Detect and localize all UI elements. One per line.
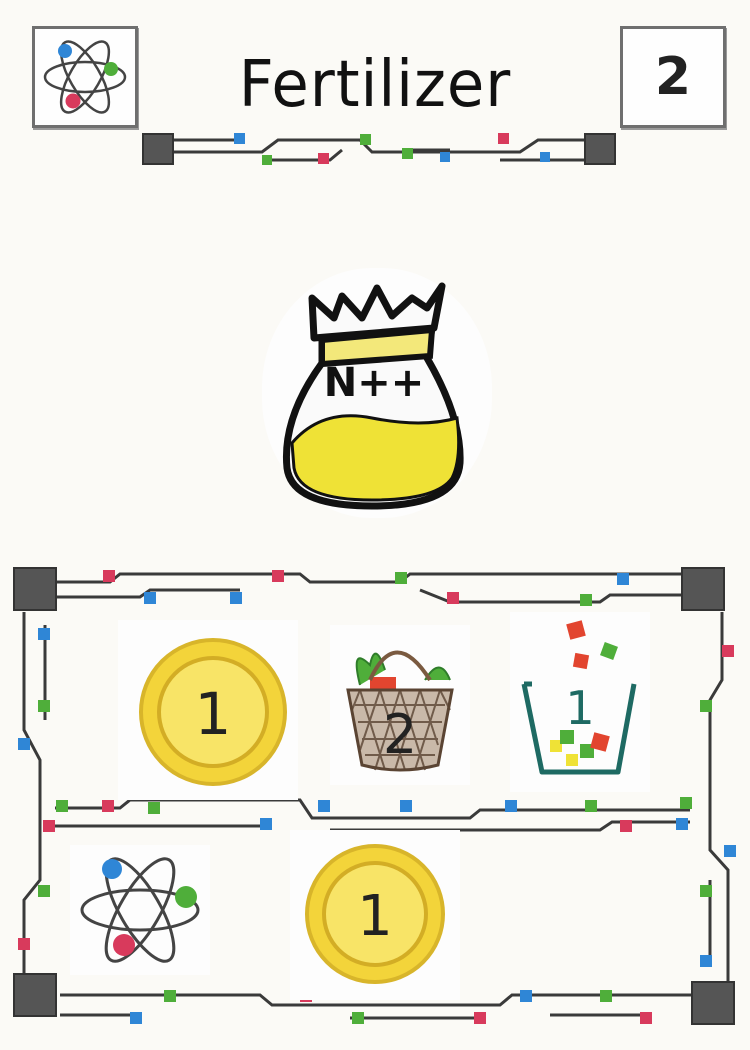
- effect-basket: 2: [330, 625, 470, 785]
- effect-coin: 1: [118, 620, 298, 800]
- circuit-node: [584, 133, 616, 165]
- atom-icon: [43, 40, 127, 114]
- illustration-area: N++: [262, 268, 492, 518]
- waste-value: 1: [565, 681, 594, 735]
- top-circuit-trace: [142, 133, 616, 165]
- atom-icon: [80, 857, 200, 963]
- waste-bin-icon: 1: [521, 620, 637, 775]
- effect-atom: [70, 845, 210, 975]
- coin-value: 1: [357, 884, 393, 949]
- card-title: Fertilizer: [238, 48, 512, 122]
- effect-coin-2: 1: [290, 830, 460, 1000]
- coin-icon: 1: [305, 844, 445, 984]
- coin-value: 1: [195, 680, 232, 748]
- coin-icon: 1: [139, 638, 287, 786]
- circuit-node: [142, 133, 174, 165]
- effect-waste-bin: 1: [510, 612, 650, 792]
- basket-value: 2: [383, 703, 417, 766]
- cost-value: 2: [654, 47, 692, 107]
- bag-label: N++: [324, 360, 425, 406]
- type-icon-box: [32, 26, 138, 128]
- cost-box: 2: [620, 26, 726, 128]
- basket-icon: 2: [346, 650, 454, 772]
- fertilizer-bag-icon: N++: [282, 282, 464, 510]
